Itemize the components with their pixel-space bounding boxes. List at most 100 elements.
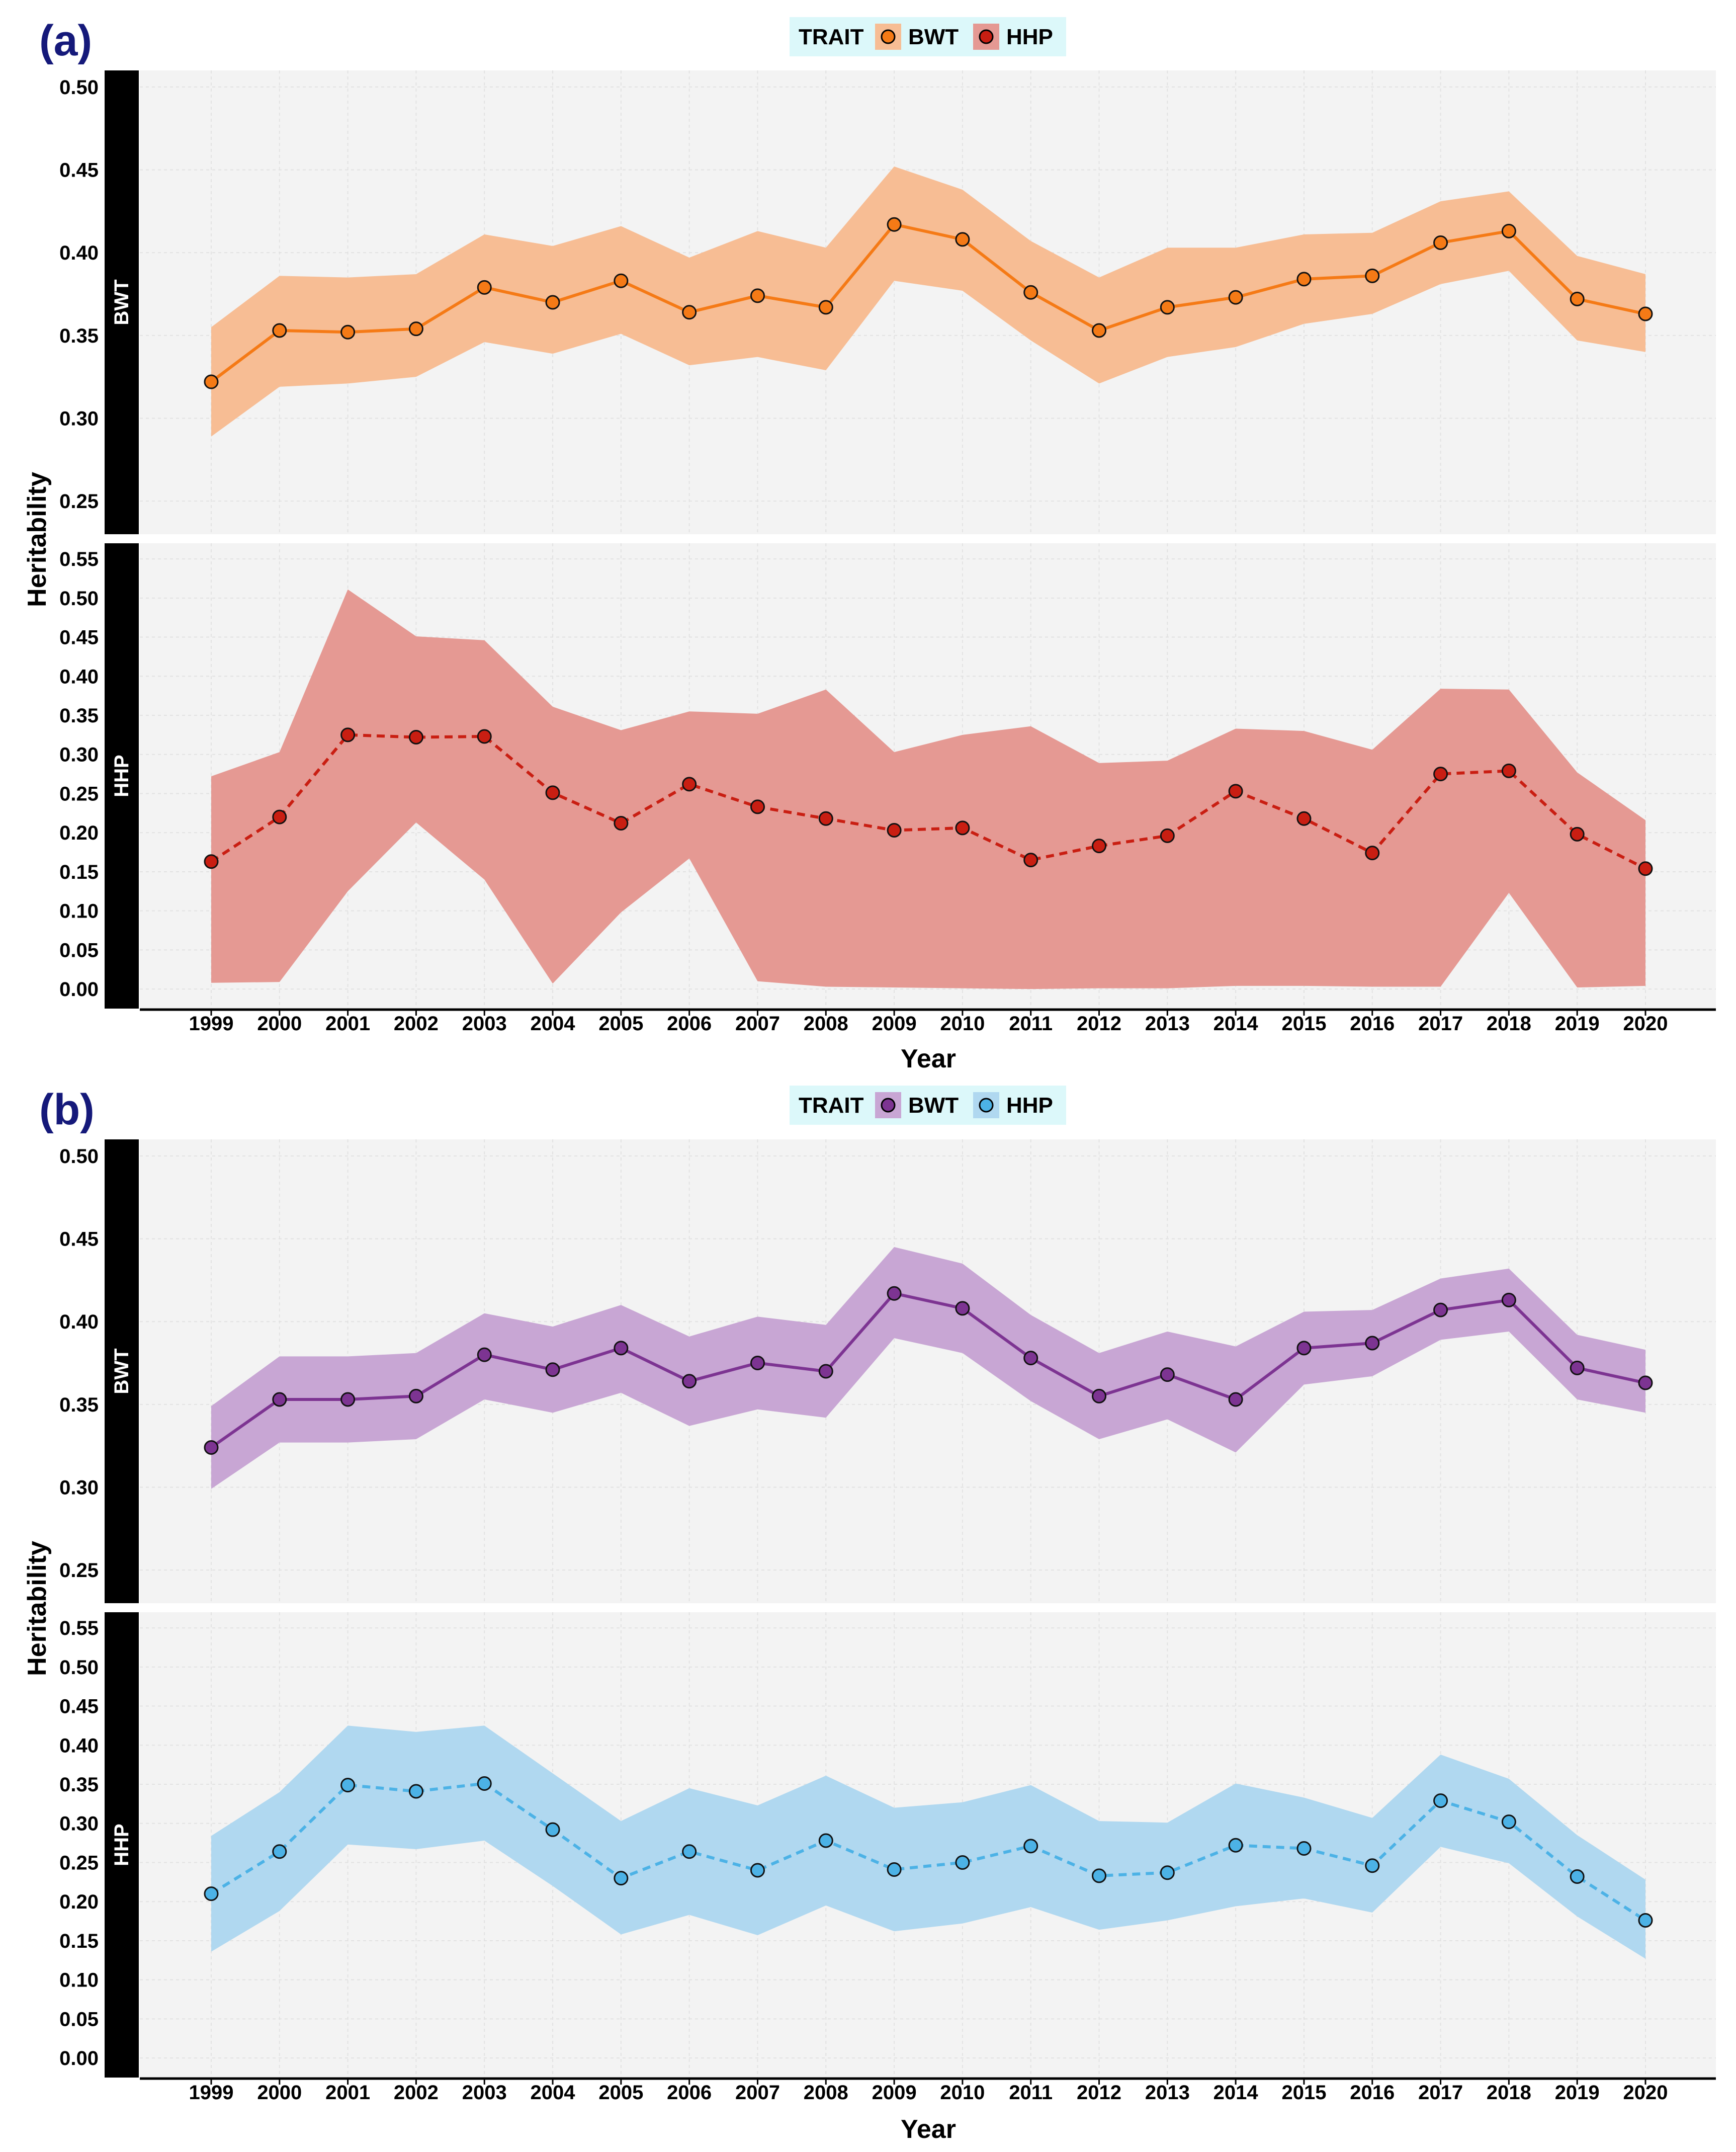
y-tick-label: 0.55 [59,1617,99,1639]
legend-background [790,1086,1066,1125]
data-point-bwt-2001 [340,324,356,340]
panel-a-facet-bwt: BWT 0.25 0.30 0.35 0.40 0.45 0.50 [59,70,1716,534]
x-tick-label: 2011 [1009,2082,1053,2104]
data-point-hhp-2010 [955,820,970,836]
x-tick-label: 2013 [1145,1013,1190,1035]
x-tick-label: 2003 [462,1013,507,1035]
y-tick-label: 0.15 [59,1930,99,1952]
data-point-bwt-2015 [1296,1341,1312,1356]
x-tick-label: 2009 [872,1013,917,1035]
data-point-hhp-2007 [750,799,765,814]
x-tick-label: 2017 [1418,2082,1463,2104]
data-point-bwt-2001 [340,1392,356,1407]
data-point-bwt-2002 [408,1388,423,1403]
x-axis-title: Year [901,2115,956,2144]
x-tick-label: 2007 [735,2082,780,2104]
y-tick-label: 0.35 [59,1394,99,1416]
data-point-bwt-2000 [272,1392,287,1407]
data-point-bwt-2010 [955,232,970,247]
y-tick-label: 0.05 [59,939,99,961]
x-tick-label: 2004 [531,2082,576,2104]
x-tick-label: 1999 [189,2082,234,2104]
y-tick-label: 0.25 [59,1852,99,1874]
x-tick-label: 2007 [735,1013,780,1035]
data-point-hhp-2015 [1296,1841,1312,1856]
data-point-hhp-2014 [1228,1838,1243,1853]
x-tick-label: 2020 [1623,2082,1668,2104]
y-tick-label: 0.45 [59,159,99,182]
data-point-hhp-2005 [614,816,629,831]
y-tick-label: 0.35 [59,1774,99,1796]
data-point-bwt-2005 [614,273,629,288]
y-tick-label: 0.20 [59,1891,99,1913]
y-tick-label: 0.45 [59,627,99,649]
data-point-hhp-2020 [1638,861,1653,876]
panel-b-label: (b) [39,1086,95,1134]
x-tick-label: 2016 [1350,2082,1395,2104]
legend-key-marker-bwt [881,1098,896,1113]
panel-a-x-axis: 1999 2000 2001 2002 2003 2004 2005 2006 2007 2008… [140,1008,1716,1073]
x-tick-label: 2005 [598,1013,643,1035]
data-point-bwt-2016 [1365,1336,1380,1351]
data-point-hhp-2005 [614,1871,629,1886]
x-tick-label: 2005 [598,2082,643,2104]
legend-entry-bwt: BWT [908,1093,959,1118]
data-point-hhp-2003 [477,1776,492,1791]
data-point-hhp-2002 [408,1784,423,1799]
x-tick-label: 2013 [1145,2082,1190,2104]
x-tick-label: 2019 [1555,1013,1600,1035]
facet-strip [105,1612,139,2078]
y-tick-label: 0.50 [59,76,99,99]
data-point-bwt-2000 [272,323,287,338]
x-tick-label: 2011 [1009,1013,1053,1035]
y-tick-label: 0.35 [59,325,99,347]
panel-a-label: (a) [39,17,92,65]
data-point-hhp-2015 [1296,811,1312,826]
data-point-bwt-2018 [1501,223,1516,238]
y-axis: 0.25 0.30 0.35 0.40 0.45 0.50 [59,1145,99,1582]
data-point-hhp-1999 [204,854,219,869]
x-tick-label: 2018 [1487,2082,1531,2104]
data-point-bwt-2008 [818,1364,833,1379]
x-tick-label: 2015 [1281,1013,1326,1035]
x-tick-label: 2015 [1281,2082,1326,2104]
facet-strip [105,70,139,534]
x-tick-label: 2004 [531,1013,576,1035]
confidence-band-bwt [211,1247,1645,1489]
y-axis: 0.25 0.30 0.35 0.40 0.45 0.50 [59,76,99,513]
x-axis-title: Year [901,1044,956,1073]
y-tick-label: 0.45 [59,1696,99,1718]
data-point-hhp-2012 [1092,839,1107,854]
panel-b-y-axis-title: Heritability [23,1541,52,1676]
data-point-bwt-2006 [682,1374,697,1389]
y-tick-label: 0.40 [59,1311,99,1333]
y-tick-label: 0.00 [59,2047,99,2070]
data-point-bwt-2018 [1501,1292,1516,1307]
data-point-bwt-2004 [545,295,560,310]
x-tick-label: 2008 [804,1013,848,1035]
y-axis: 0.00 0.05 0.10 0.15 0.20 0.25 0.30 0.35 0.40 0.45… [59,1617,99,2070]
data-point-bwt-2011 [1023,285,1038,300]
data-point-hhp-1999 [204,1886,219,1901]
x-tick-label: 2012 [1077,1013,1121,1035]
data-point-bwt-2008 [818,300,833,315]
y-tick-label: 0.50 [59,1657,99,1679]
y-tick-label: 0.35 [59,705,99,727]
data-point-bwt-2015 [1296,272,1312,287]
data-point-bwt-2006 [682,305,697,320]
data-point-bwt-2003 [477,280,492,295]
data-point-bwt-2014 [1228,1392,1243,1407]
legend-title: TRAIT [799,1093,864,1118]
y-axis: 0.00 0.05 0.10 0.15 0.20 0.25 0.30 0.35 0.40 0.45… [59,548,99,1001]
data-point-hhp-2009 [887,1862,902,1877]
y-tick-label: 0.50 [59,1145,99,1168]
data-point-bwt-2017 [1433,235,1448,250]
legend-title: TRAIT [799,25,864,49]
data-point-bwt-2020 [1638,306,1653,321]
legend-entry-hhp: HHP [1006,1093,1053,1118]
facet-strip-label: HHP [111,755,133,797]
y-tick-label: 0.30 [59,1813,99,1835]
panel-a-y-axis-title: Heritability [23,472,52,607]
data-point-hhp-2016 [1365,1858,1380,1873]
data-point-bwt-2005 [614,1341,629,1356]
